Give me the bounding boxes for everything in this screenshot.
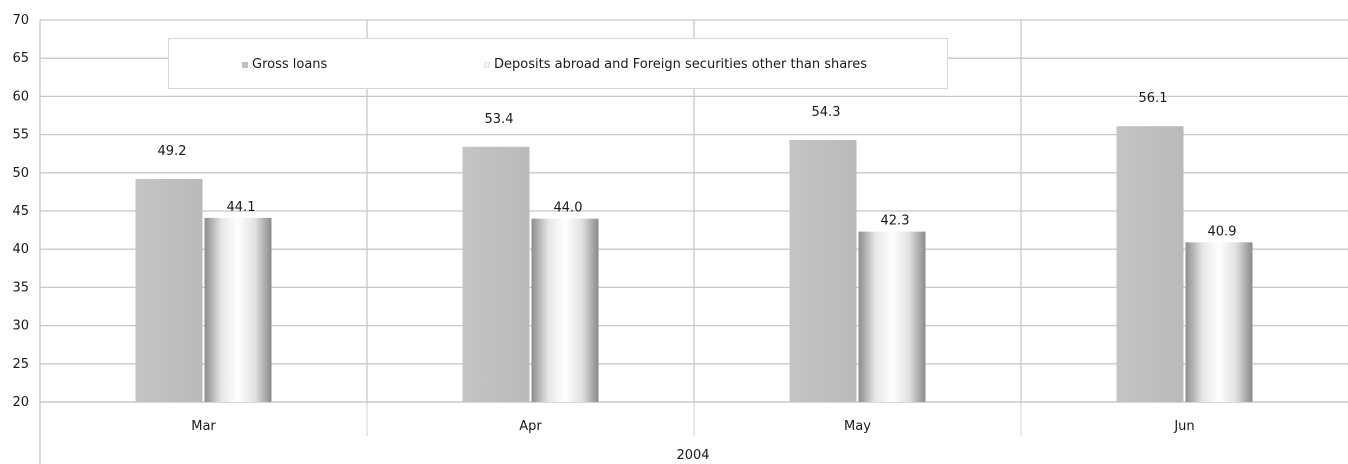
legend-item-deposits: Deposits abroad and Foreign securities o…	[484, 57, 867, 72]
x-tick-label: Mar	[191, 419, 216, 434]
y-tick-label: 65	[12, 51, 29, 66]
data-label: 53.4	[485, 112, 514, 127]
y-tick-label: 35	[12, 280, 29, 295]
data-labels: 49.2 44.1 53.4 44.0 54.3 42.3 56.1 40.9	[158, 91, 1237, 239]
legend-item-gross-loans: Gross loans	[242, 57, 327, 72]
data-label: 49.2	[158, 144, 187, 159]
bar-deposits-apr	[531, 218, 599, 402]
y-tick-label: 45	[12, 204, 29, 219]
x-tick-label: Apr	[519, 419, 542, 434]
x-tick-label: May	[844, 419, 871, 434]
data-label: 42.3	[881, 214, 910, 229]
bar-deposits-jun	[1185, 242, 1253, 402]
bar-gross-loans-apr	[462, 146, 530, 402]
data-label: 40.9	[1208, 224, 1237, 239]
y-tick-label: 70	[12, 13, 29, 28]
bar-gross-loans-mar	[135, 178, 203, 402]
bars	[135, 126, 1253, 403]
legend-swatch-gross-loans	[242, 61, 248, 68]
data-label: 44.1	[227, 200, 256, 215]
y-tick-label: 60	[12, 89, 29, 104]
bar-deposits-mar	[204, 217, 272, 402]
bar-deposits-may	[858, 231, 926, 402]
x-axis-group-label: 2004	[676, 448, 709, 463]
y-tick-label: 40	[12, 242, 29, 257]
x-tick-label: Jun	[1173, 419, 1194, 434]
legend-label: Gross loans	[252, 57, 328, 72]
bar-gross-loans-may	[789, 139, 857, 402]
y-axis-ticks: 20 25 30 35 40 45 50 55 60 65 70	[12, 13, 29, 410]
legend-label: Deposits abroad and Foreign securities o…	[494, 57, 868, 72]
y-tick-label: 55	[12, 128, 29, 143]
data-label: 44.0	[554, 201, 583, 216]
x-axis-categories: Mar Apr May Jun	[191, 419, 1194, 434]
bar-gross-loans-jun	[1116, 126, 1184, 403]
y-tick-label: 30	[12, 319, 29, 334]
legend-swatch-deposits	[484, 61, 490, 68]
y-tick-label: 25	[12, 357, 29, 372]
legend: Gross loans Deposits abroad and Foreign …	[168, 38, 948, 89]
data-label: 54.3	[812, 105, 841, 120]
data-label: 56.1	[1139, 91, 1168, 106]
y-tick-label: 20	[12, 395, 29, 410]
y-tick-label: 50	[12, 166, 29, 181]
